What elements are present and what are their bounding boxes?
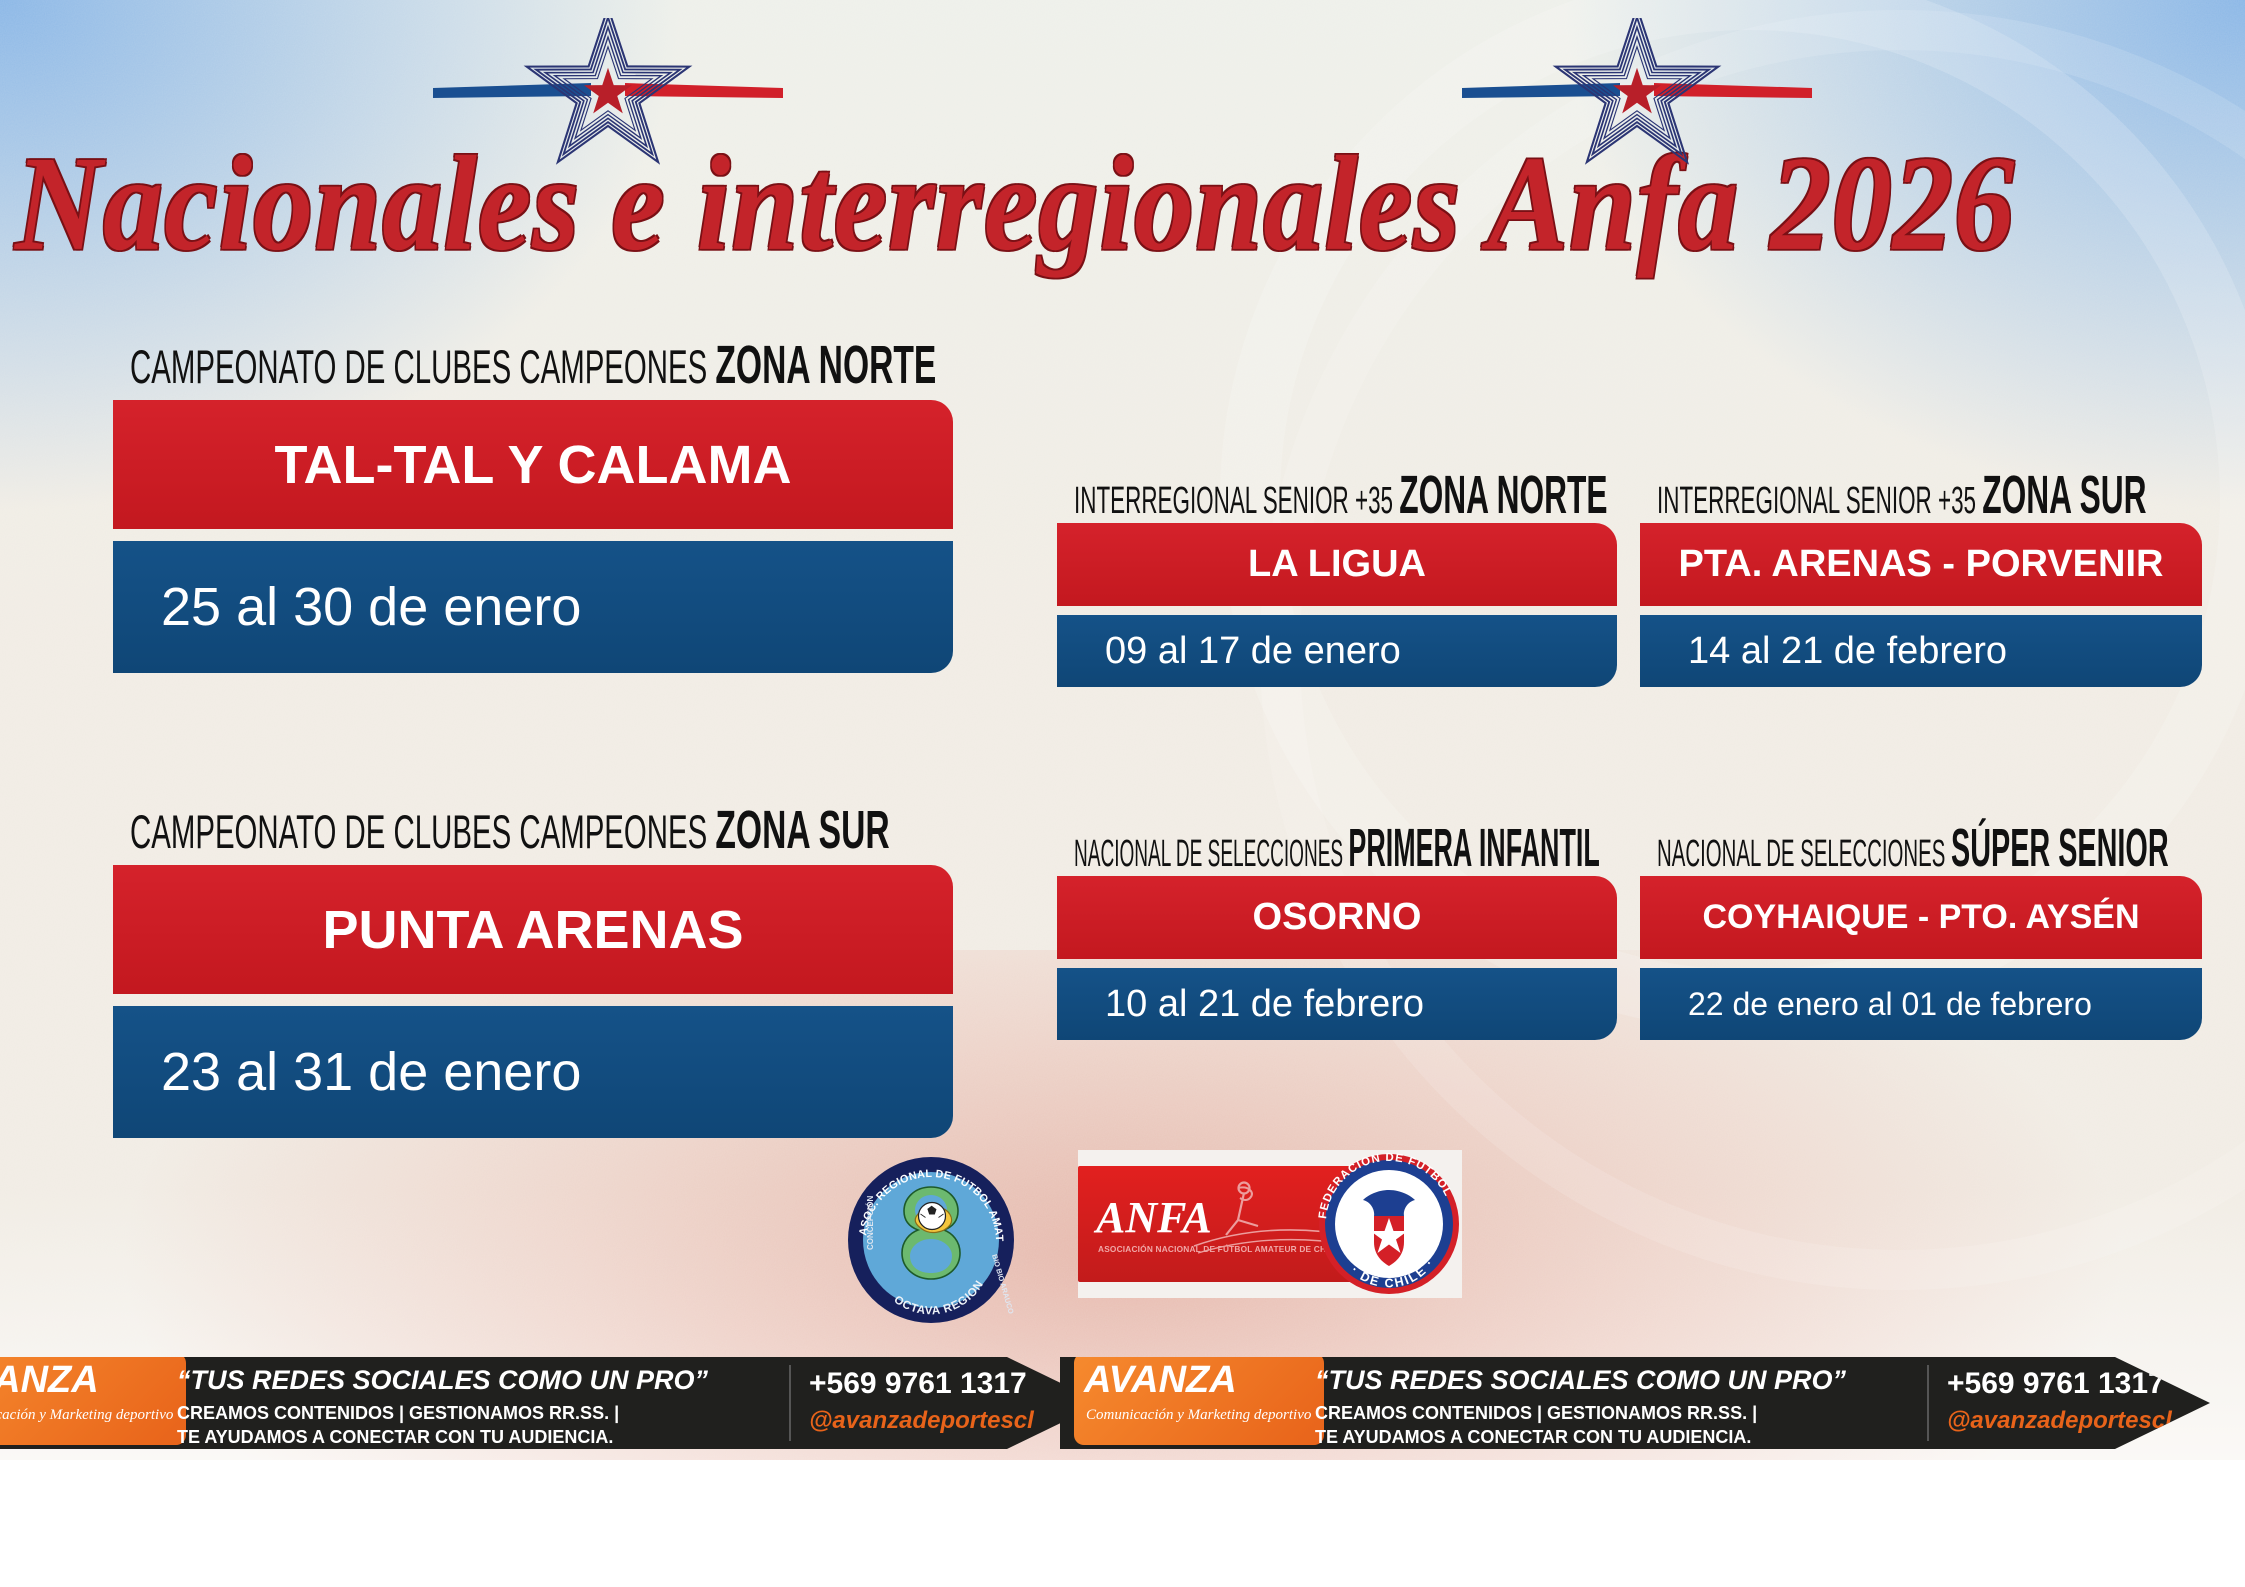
svg-text:CONCEPCIÓN: CONCEPCIÓN xyxy=(866,1196,875,1250)
